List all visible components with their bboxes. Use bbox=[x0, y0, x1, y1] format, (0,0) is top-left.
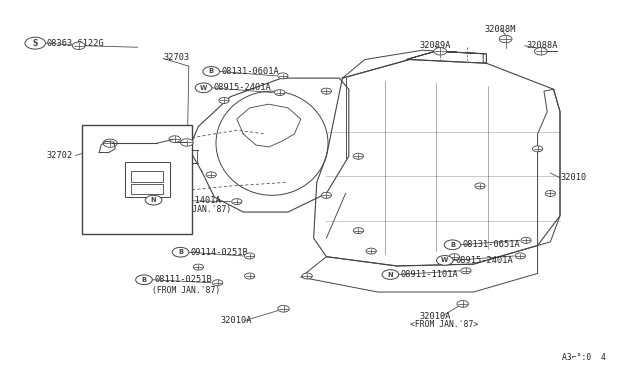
Text: 08911-1401A: 08911-1401A bbox=[164, 196, 221, 205]
Text: 32703: 32703 bbox=[164, 53, 190, 62]
Circle shape bbox=[193, 264, 204, 270]
Text: 32710: 32710 bbox=[133, 166, 159, 175]
Text: 32709: 32709 bbox=[133, 178, 159, 187]
Circle shape bbox=[72, 42, 85, 49]
Circle shape bbox=[278, 73, 288, 79]
Circle shape bbox=[534, 48, 547, 55]
Text: B: B bbox=[209, 68, 214, 74]
Circle shape bbox=[436, 256, 453, 265]
Circle shape bbox=[219, 97, 229, 103]
Circle shape bbox=[25, 37, 45, 49]
Bar bbox=[131, 184, 163, 194]
Circle shape bbox=[382, 270, 399, 279]
Circle shape bbox=[449, 254, 460, 260]
Text: B: B bbox=[141, 277, 147, 283]
Text: 32089A: 32089A bbox=[419, 41, 451, 50]
Text: 08911-1101A: 08911-1101A bbox=[401, 270, 458, 279]
Text: B: B bbox=[450, 242, 455, 248]
Text: 32010A: 32010A bbox=[419, 312, 451, 321]
Text: W: W bbox=[200, 85, 207, 91]
Circle shape bbox=[515, 253, 525, 259]
Circle shape bbox=[136, 275, 152, 285]
Circle shape bbox=[232, 199, 242, 205]
Circle shape bbox=[457, 301, 468, 307]
Text: (FROM JAN.'87): (FROM JAN.'87) bbox=[152, 286, 221, 295]
Circle shape bbox=[302, 273, 312, 279]
Circle shape bbox=[244, 273, 255, 279]
Circle shape bbox=[169, 136, 180, 142]
Circle shape bbox=[545, 190, 556, 196]
Circle shape bbox=[532, 146, 543, 152]
Text: (FROM JAN.'87): (FROM JAN.'87) bbox=[163, 205, 232, 214]
Text: 08915-2401A: 08915-2401A bbox=[214, 83, 271, 92]
Text: A3⌐°:0  4: A3⌐°:0 4 bbox=[562, 353, 606, 362]
Bar bbox=[131, 171, 163, 182]
Bar bbox=[125, 162, 170, 197]
Text: 08111-0251B: 08111-0251B bbox=[154, 275, 212, 284]
Circle shape bbox=[195, 83, 212, 93]
Circle shape bbox=[353, 228, 364, 234]
Circle shape bbox=[499, 35, 512, 43]
Circle shape bbox=[212, 280, 223, 286]
Circle shape bbox=[444, 240, 461, 250]
Text: W: W bbox=[441, 257, 449, 263]
Text: 08915-2401A: 08915-2401A bbox=[455, 256, 513, 265]
Bar bbox=[82, 125, 192, 234]
Circle shape bbox=[434, 48, 447, 55]
Text: 32702: 32702 bbox=[46, 151, 72, 160]
Circle shape bbox=[521, 237, 531, 243]
Circle shape bbox=[321, 88, 332, 94]
Text: <FROM JAN.'87>: <FROM JAN.'87> bbox=[410, 320, 478, 329]
Circle shape bbox=[203, 67, 220, 76]
Text: 32088M: 32088M bbox=[484, 25, 516, 34]
Text: N: N bbox=[388, 272, 393, 278]
Text: 32010A: 32010A bbox=[220, 316, 252, 325]
Circle shape bbox=[180, 139, 193, 146]
Text: 08131-0601A: 08131-0601A bbox=[221, 67, 279, 76]
Circle shape bbox=[145, 195, 162, 205]
Circle shape bbox=[475, 183, 485, 189]
Circle shape bbox=[321, 192, 332, 198]
Text: 08131-0651A: 08131-0651A bbox=[463, 240, 520, 249]
Circle shape bbox=[353, 153, 364, 159]
Text: B: B bbox=[178, 249, 183, 255]
Circle shape bbox=[275, 90, 285, 96]
Circle shape bbox=[278, 305, 289, 312]
Circle shape bbox=[366, 248, 376, 254]
Text: 32712: 32712 bbox=[85, 170, 111, 179]
Text: 32010: 32010 bbox=[561, 173, 587, 182]
Text: 09114-0251B: 09114-0251B bbox=[191, 248, 248, 257]
Text: 32088A: 32088A bbox=[526, 41, 557, 50]
Circle shape bbox=[244, 253, 255, 259]
Circle shape bbox=[172, 247, 189, 257]
Circle shape bbox=[461, 268, 471, 274]
Text: N: N bbox=[151, 197, 156, 203]
Circle shape bbox=[103, 139, 117, 147]
Text: S: S bbox=[33, 39, 38, 48]
Circle shape bbox=[206, 172, 216, 178]
Text: 32707: 32707 bbox=[107, 204, 133, 213]
Text: 08363-6122G: 08363-6122G bbox=[47, 39, 104, 48]
